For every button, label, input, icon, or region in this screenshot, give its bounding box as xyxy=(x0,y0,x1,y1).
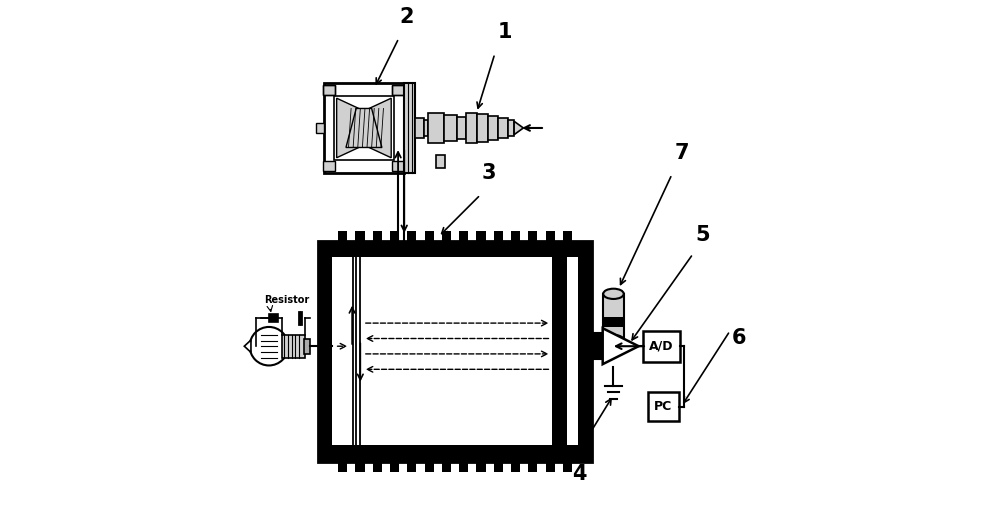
Text: 7: 7 xyxy=(675,143,689,163)
Bar xyxy=(318,445,592,462)
Bar xyxy=(334,96,394,160)
Bar xyxy=(282,335,305,357)
Bar xyxy=(415,118,424,138)
Bar xyxy=(323,85,335,95)
Bar xyxy=(511,445,520,472)
Bar xyxy=(476,445,486,472)
Bar xyxy=(466,113,477,143)
Bar xyxy=(436,155,445,168)
Bar xyxy=(316,123,324,133)
Bar xyxy=(563,231,572,257)
Bar xyxy=(476,231,486,257)
Bar xyxy=(494,231,503,257)
Text: 4: 4 xyxy=(572,464,586,483)
Bar xyxy=(407,231,416,257)
Bar xyxy=(546,231,555,257)
Bar xyxy=(390,445,399,472)
Text: 2: 2 xyxy=(400,7,414,27)
Bar xyxy=(323,162,335,170)
Bar xyxy=(269,314,278,322)
Bar xyxy=(428,113,444,143)
Bar xyxy=(442,445,451,472)
Text: PC: PC xyxy=(654,400,672,413)
Bar xyxy=(425,231,434,257)
Text: A/D: A/D xyxy=(649,340,673,353)
Bar xyxy=(498,118,508,138)
Bar xyxy=(390,231,399,257)
Bar xyxy=(392,85,405,95)
Bar xyxy=(407,445,416,472)
Bar xyxy=(508,120,514,135)
Bar xyxy=(425,445,434,472)
Polygon shape xyxy=(337,98,359,158)
Ellipse shape xyxy=(603,335,624,345)
Text: 1: 1 xyxy=(497,22,512,42)
Polygon shape xyxy=(369,98,391,158)
Ellipse shape xyxy=(603,289,624,299)
Text: 3: 3 xyxy=(482,163,497,183)
Bar xyxy=(338,445,347,472)
Bar xyxy=(648,392,679,420)
Bar xyxy=(603,317,624,327)
Bar xyxy=(444,115,457,141)
Bar xyxy=(592,333,605,359)
Bar xyxy=(373,231,382,257)
Bar xyxy=(355,231,365,257)
Bar xyxy=(546,445,555,472)
Bar xyxy=(605,341,617,351)
Bar xyxy=(494,445,503,472)
Bar xyxy=(324,83,404,173)
Bar xyxy=(304,339,310,354)
Polygon shape xyxy=(603,328,639,364)
Bar xyxy=(323,85,335,95)
Bar xyxy=(318,241,592,462)
Polygon shape xyxy=(346,108,382,147)
Bar xyxy=(373,445,382,472)
Bar xyxy=(511,231,520,257)
Text: 6: 6 xyxy=(732,328,747,348)
Bar xyxy=(442,231,451,257)
Text: Resistor: Resistor xyxy=(264,295,309,305)
Bar xyxy=(477,114,488,142)
Bar xyxy=(552,257,567,445)
Text: 5: 5 xyxy=(695,225,710,245)
Bar xyxy=(392,162,405,170)
Bar xyxy=(424,120,428,136)
Bar xyxy=(318,241,592,462)
Bar xyxy=(528,231,537,257)
Bar xyxy=(603,294,624,340)
Bar xyxy=(404,83,415,173)
Bar xyxy=(318,241,332,462)
Polygon shape xyxy=(514,121,523,134)
Polygon shape xyxy=(244,340,251,352)
Bar xyxy=(563,445,572,472)
Bar xyxy=(355,445,365,472)
Bar xyxy=(643,331,680,362)
Bar xyxy=(459,445,468,472)
Bar xyxy=(318,241,592,257)
Bar xyxy=(488,116,498,140)
Bar xyxy=(528,445,537,472)
Bar xyxy=(578,241,592,462)
Bar xyxy=(457,117,466,139)
Bar xyxy=(338,231,347,257)
Ellipse shape xyxy=(250,327,288,365)
Bar xyxy=(392,85,405,95)
Bar xyxy=(459,231,468,257)
